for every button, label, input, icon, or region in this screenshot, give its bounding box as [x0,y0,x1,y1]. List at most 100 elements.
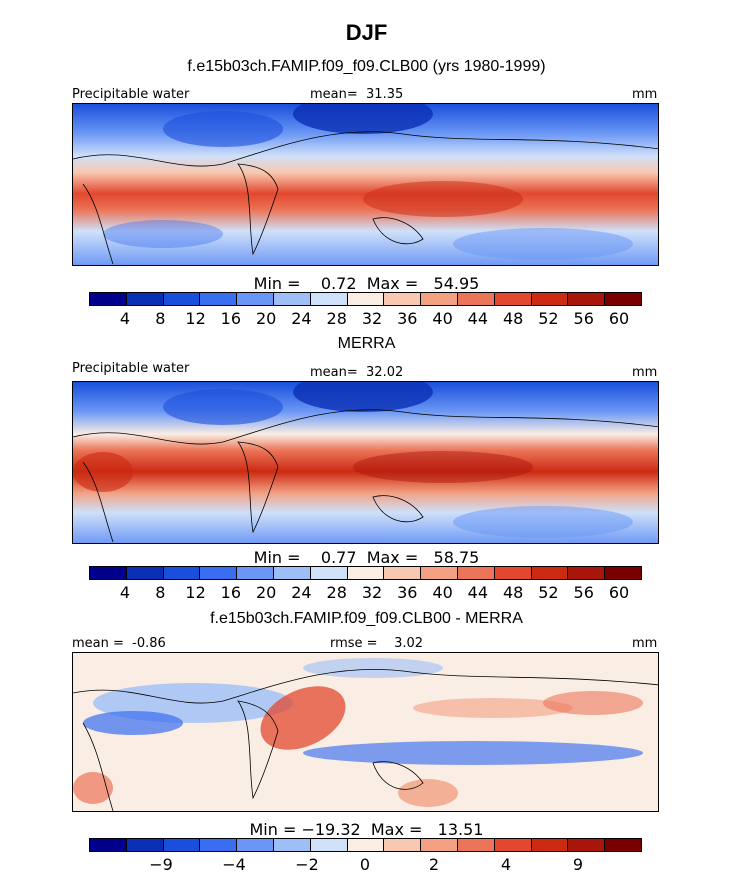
colorbar-cell [347,839,385,851]
colorbar-cell [421,839,458,851]
panel1-units: mm [632,87,658,102]
colorbar-tick-label: 20 [255,309,277,328]
colorbar-cell [90,567,127,579]
colorbar-cell [237,839,274,851]
panel2-variable: Precipitable water [72,361,190,376]
colorbar-cell [531,293,569,305]
colorbar-cell [457,567,495,579]
colorbar-cell [568,293,606,305]
colorbar-cell [310,293,348,305]
figure-title: DJF [345,20,388,45]
panel2-minmax: Min = 0.77 Max = 58.75 [253,548,480,567]
colorbar-cell [421,293,458,305]
panel1-colorbar [89,292,642,306]
colorbar-cell [163,293,201,305]
colorbar-tick-label: 36 [397,309,418,328]
panel1-map [72,103,659,266]
panel1-mean: mean= 31.35 [310,87,404,102]
colorbar-cell [421,567,458,579]
colorbar-tick-label: 40 [432,583,453,602]
colorbar-cell [494,293,532,305]
colorbar-cell [457,839,495,851]
colorbar-cell [568,839,606,851]
panel3-units: mm [632,636,658,651]
colorbar-tick-label: 56 [573,583,594,602]
colorbar-tick-label: 4 [119,583,131,602]
colorbar-tick-label: 4 [500,855,512,874]
panel1-minmax: Min = 0.72 Max = 54.95 [253,274,480,293]
colorbar-cell [347,293,385,305]
colorbar-cell [605,839,641,851]
colorbar-tick-label: 16 [220,583,242,602]
panel1-colorbar-ticks: 4 8 12 16 20 24 28 32 36 40 44 48 52 56 60 [89,309,642,329]
colorbar-tick-label: 32 [361,309,383,328]
colorbar-cell [273,839,311,851]
colorbar-tick-label: 60 [608,583,630,602]
colorbar-tick-label: 48 [502,309,524,328]
colorbar-tick-label: −4 [222,855,246,874]
colorbar-tick-label: 12 [185,583,206,602]
colorbar-cell [90,839,127,851]
colorbar-cell [273,567,311,579]
panel1-variable: Precipitable water [72,87,190,102]
colorbar-tick-label: 52 [538,583,559,602]
colorbar-cell [126,839,164,851]
colorbar-cell [494,567,532,579]
colorbar-tick-label: 44 [467,583,489,602]
colorbar-tick-label: 60 [608,309,630,328]
colorbar-cell [273,293,311,305]
colorbar-tick-label: −2 [295,855,319,874]
panel3-minmax: Min = −19.32 Max = 13.51 [249,820,484,839]
colorbar-tick-label: 8 [155,309,166,328]
panel3-heading: f.e15b03ch.FAMIP.f09_f09.CLB00 - MERRA [210,610,523,627]
colorbar-cell [531,839,569,851]
colorbar-tick-label: 24 [291,309,312,328]
colorbar-cell [237,567,274,579]
colorbar-tick-label: 9 [572,855,584,874]
colorbar-cell [126,567,164,579]
colorbar-tick-label: 44 [467,309,489,328]
colorbar-cell [384,567,422,579]
colorbar-tick-label: 40 [432,309,453,328]
panel2-colorbar-ticks: 4 8 12 16 20 24 28 32 36 40 44 48 52 56 60 [89,583,642,603]
panel2-map [72,381,659,544]
colorbar-cell [163,567,201,579]
colorbar-tick-label: 52 [538,309,559,328]
colorbar-tick-label: 2 [428,855,440,874]
colorbar-cell [163,839,201,851]
colorbar-tick-label: 28 [326,309,347,328]
colorbar-tick-label: 56 [573,309,594,328]
colorbar-cell [568,567,606,579]
colorbar-cell [384,293,422,305]
colorbar-cell [384,839,422,851]
colorbar-cell [457,293,495,305]
colorbar-tick-label: 12 [185,309,206,328]
colorbar-tick-label: 16 [220,309,242,328]
panel2-heading: MERRA [337,335,396,352]
colorbar-cell [310,839,348,851]
colorbar-tick-label: 48 [502,583,524,602]
colorbar-cell [200,839,238,851]
colorbar-cell [126,293,164,305]
panel3-map [72,652,659,812]
panel3-mean: mean = -0.86 [72,636,166,651]
panel3-colorbar-ticks: −9 −4 −2 0 2 4 9 [89,855,642,875]
colorbar-tick-label: 0 [359,855,371,874]
panel3-rmse: rmse = 3.02 [330,636,424,651]
colorbar-cell [237,293,274,305]
colorbar-cell [200,567,238,579]
colorbar-tick-label: 4 [119,309,131,328]
colorbar-tick-label: 36 [397,583,418,602]
colorbar-tick-label: −9 [149,855,173,874]
colorbar-cell [494,839,532,851]
colorbar-cell [347,567,385,579]
colorbar-cell [90,293,127,305]
colorbar-tick-label: 28 [326,583,347,602]
panel3-colorbar [89,838,642,852]
panel2-colorbar [89,566,642,580]
colorbar-tick-label: 20 [255,583,277,602]
colorbar-cell [200,293,238,305]
colorbar-cell [531,567,569,579]
colorbar-tick-label: 24 [291,583,312,602]
colorbar-cell [310,567,348,579]
